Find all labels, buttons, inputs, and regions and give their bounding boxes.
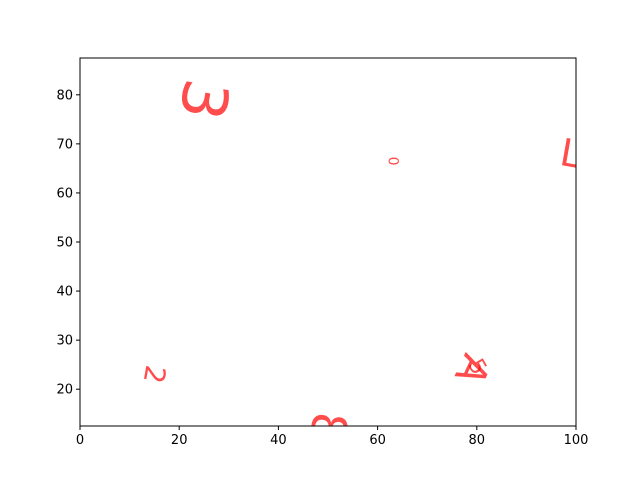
x-tick-label: 40: [270, 433, 287, 448]
y-tick-label: 70: [56, 137, 73, 152]
y-tick-label: 40: [56, 285, 73, 300]
y-tick-label: 60: [56, 186, 73, 201]
x-tick-label: 100: [564, 433, 589, 448]
x-axis: 0 20 40 60 80 100: [76, 426, 589, 448]
y-tick-label: 50: [56, 236, 73, 251]
y-axis: 20 30 40 50 60 70 80: [56, 88, 80, 398]
y-tick-label: 20: [56, 383, 73, 398]
x-tick-label: 60: [369, 433, 386, 448]
x-tick-label: 80: [469, 433, 486, 448]
data-point-glyph: L: [557, 130, 585, 177]
y-tick-label: 30: [56, 334, 73, 349]
x-tick-label: 0: [76, 433, 84, 448]
data-point-glyph: 2: [137, 363, 173, 386]
plot-background: [80, 58, 576, 426]
data-point-glyph: 0: [384, 157, 400, 166]
x-tick-label: 20: [171, 433, 188, 448]
data-point-glyph: 8: [299, 410, 357, 445]
y-tick-label: 80: [56, 88, 73, 103]
